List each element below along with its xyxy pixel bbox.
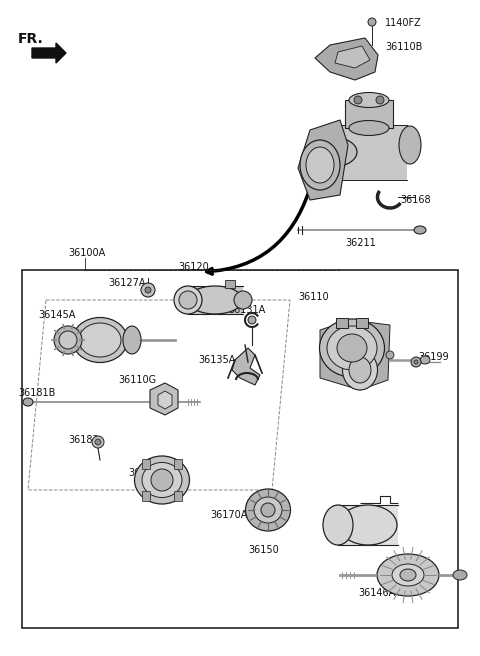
Text: 36127A: 36127A	[108, 278, 145, 288]
Ellipse shape	[151, 469, 173, 491]
Circle shape	[411, 357, 421, 367]
Ellipse shape	[377, 554, 439, 596]
Text: FR.: FR.	[18, 32, 44, 46]
Text: 36170: 36170	[128, 468, 159, 478]
Circle shape	[368, 18, 376, 26]
Bar	[332, 125, 407, 180]
Ellipse shape	[323, 505, 353, 545]
Text: 36146A: 36146A	[358, 588, 395, 598]
Ellipse shape	[261, 503, 275, 517]
Ellipse shape	[349, 357, 371, 383]
Text: 36100A: 36100A	[68, 248, 105, 258]
Circle shape	[376, 96, 384, 104]
Text: 36170A: 36170A	[210, 510, 247, 520]
Text: 36135A: 36135A	[198, 355, 235, 365]
Ellipse shape	[300, 140, 340, 190]
Ellipse shape	[54, 326, 82, 354]
Bar	[143, 459, 150, 470]
Ellipse shape	[254, 497, 282, 523]
Bar	[338, 505, 398, 545]
Ellipse shape	[349, 92, 389, 108]
Ellipse shape	[188, 286, 242, 314]
Ellipse shape	[79, 323, 121, 357]
Text: 36168: 36168	[400, 195, 431, 205]
Ellipse shape	[392, 564, 424, 586]
Bar	[22, 270, 458, 628]
Circle shape	[95, 439, 101, 445]
Polygon shape	[158, 391, 172, 409]
Circle shape	[145, 287, 151, 293]
Text: 36145A: 36145A	[38, 310, 75, 320]
Ellipse shape	[343, 350, 377, 390]
Bar	[356, 318, 368, 328]
Ellipse shape	[327, 326, 377, 370]
Text: 36211: 36211	[345, 238, 376, 248]
Ellipse shape	[59, 331, 77, 349]
Bar	[174, 491, 181, 501]
Circle shape	[141, 283, 155, 297]
Circle shape	[92, 436, 104, 448]
Text: 36110G: 36110G	[118, 375, 156, 385]
Text: 36199: 36199	[418, 352, 449, 362]
Ellipse shape	[245, 489, 290, 531]
Ellipse shape	[174, 286, 202, 314]
Ellipse shape	[414, 226, 426, 234]
Text: 36110B: 36110B	[385, 42, 422, 52]
Polygon shape	[315, 38, 378, 80]
Polygon shape	[335, 46, 370, 68]
Ellipse shape	[333, 125, 408, 165]
Ellipse shape	[420, 356, 430, 364]
Ellipse shape	[306, 147, 334, 183]
Ellipse shape	[339, 505, 397, 545]
Ellipse shape	[453, 570, 467, 580]
Bar	[188, 286, 243, 314]
Circle shape	[248, 316, 256, 324]
Circle shape	[414, 360, 418, 364]
Text: 36183: 36183	[68, 435, 98, 445]
Ellipse shape	[234, 291, 252, 309]
Text: 1140FZ: 1140FZ	[385, 18, 422, 28]
Bar	[345, 100, 393, 128]
Ellipse shape	[179, 291, 197, 309]
Ellipse shape	[72, 318, 128, 363]
Text: 36120: 36120	[178, 262, 209, 272]
Ellipse shape	[23, 398, 33, 406]
Text: 36131A: 36131A	[228, 305, 265, 315]
Polygon shape	[32, 43, 66, 63]
Ellipse shape	[123, 326, 141, 354]
Text: 36150: 36150	[248, 545, 279, 555]
Bar	[225, 280, 235, 288]
Bar	[143, 491, 150, 501]
Polygon shape	[320, 320, 390, 390]
Circle shape	[354, 96, 362, 104]
Bar	[336, 318, 348, 328]
Bar	[174, 459, 181, 470]
Polygon shape	[150, 383, 178, 415]
Ellipse shape	[337, 334, 367, 362]
Ellipse shape	[142, 462, 182, 497]
Ellipse shape	[399, 126, 421, 164]
Polygon shape	[298, 120, 348, 200]
Text: 36181B: 36181B	[18, 388, 55, 398]
Ellipse shape	[349, 121, 389, 136]
Ellipse shape	[400, 569, 416, 581]
Text: 36110: 36110	[298, 292, 329, 302]
Circle shape	[386, 351, 394, 359]
Ellipse shape	[307, 137, 357, 167]
Polygon shape	[232, 348, 260, 385]
Ellipse shape	[320, 319, 384, 377]
Ellipse shape	[134, 456, 190, 504]
